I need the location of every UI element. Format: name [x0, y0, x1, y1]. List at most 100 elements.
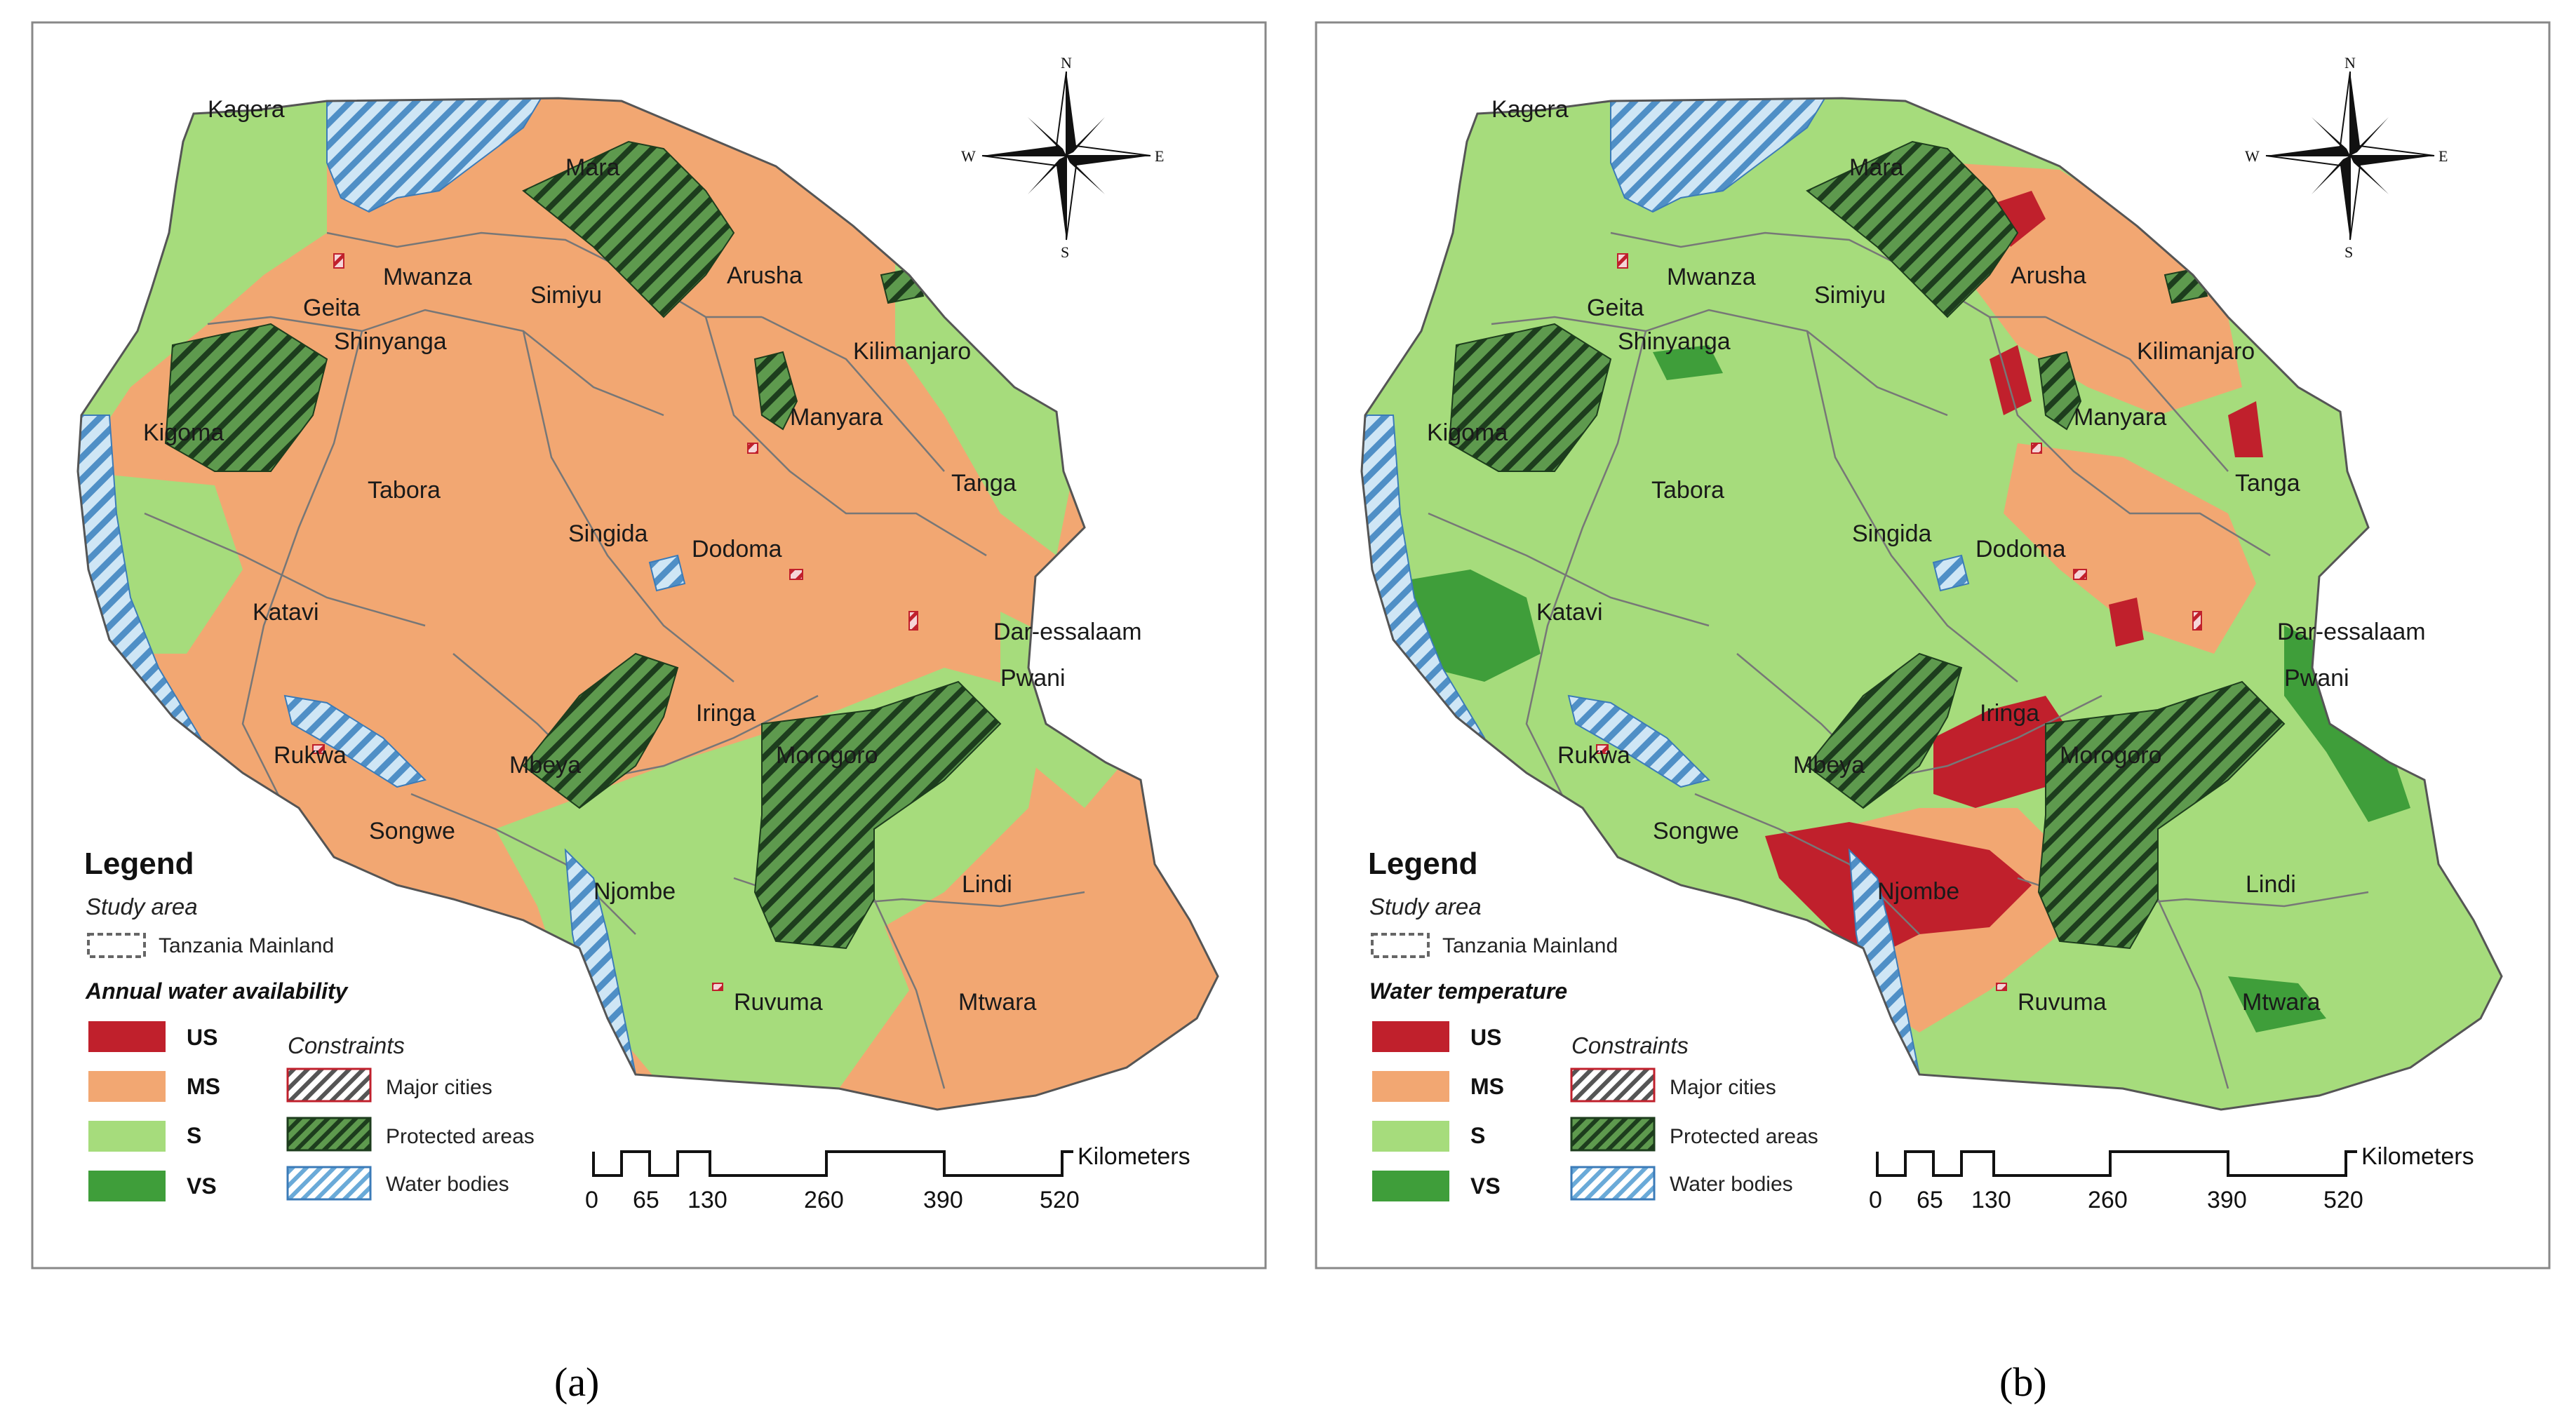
scale-tick: 260: [2088, 1187, 2128, 1213]
water-bodies-swatch: [286, 1166, 372, 1201]
scale-tick: 0: [585, 1187, 598, 1213]
place-label: Dodoma: [1975, 536, 2066, 563]
scale-bar: Kilometers 0 65 130 260 390 520: [585, 1143, 1190, 1213]
scale-tick: 130: [1971, 1187, 2011, 1213]
major-cities-label: Major cities: [386, 1076, 492, 1099]
major-cities-label: Major cities: [1670, 1076, 1776, 1099]
place-label: Dar-essalaam: [2277, 619, 2426, 645]
ms-label: MS: [1470, 1074, 1504, 1099]
compass-e-label: E: [2439, 147, 2448, 165]
region-boundaries: [1428, 231, 2369, 1089]
water-bodies-label: Water bodies: [386, 1173, 509, 1196]
constraints-title: Constraints: [288, 1032, 405, 1058]
compass-s-label: S: [1061, 243, 1069, 261]
s-label: S: [187, 1123, 201, 1148]
place-label: Ruvuma: [734, 989, 823, 1016]
place-label: Iringa: [1980, 700, 2039, 727]
place-label: Morogoro: [2060, 742, 2162, 769]
place-label: Mbeya: [1793, 752, 1865, 779]
study-area-item: Tanzania Mainland: [1442, 934, 1618, 957]
protected-serengeti: [1806, 140, 2019, 318]
lake-victoria: [1610, 98, 1830, 213]
s-label: S: [1470, 1123, 1485, 1148]
variable-title: Annual water availability: [85, 978, 349, 1004]
protected-moyowosi: [164, 323, 328, 472]
place-label: Dodoma: [692, 536, 782, 563]
place-label: Kilimanjaro: [853, 338, 971, 365]
place-label: Njombe: [1877, 878, 1959, 905]
map-body: [1360, 97, 2503, 1111]
suitable-zone-northeast: [895, 254, 1085, 555]
vs-label: VS: [187, 1173, 217, 1199]
place-label: Tanga: [2235, 470, 2300, 497]
place-label: Kagera: [208, 96, 285, 123]
place-label: Tabora: [368, 477, 441, 504]
scale-tick: 130: [687, 1187, 727, 1213]
constraints-title: Constraints: [1571, 1032, 1689, 1058]
place-label: Kilimanjaro: [2137, 338, 2255, 365]
place-label: Geita: [1587, 295, 1644, 321]
protected-areas-swatch: [286, 1117, 372, 1152]
place-label: Mwanza: [383, 264, 472, 290]
region-boundaries: [144, 231, 1085, 1089]
scale-tick: 520: [1040, 1187, 1080, 1213]
compass-n-label: N: [2344, 54, 2356, 72]
place-label: Katavi: [253, 599, 319, 626]
place-label: Shinyanga: [1618, 328, 1731, 355]
ms-swatch: [88, 1071, 166, 1102]
place-label: Iringa: [696, 700, 756, 727]
place-label: Mtwara: [2242, 989, 2321, 1016]
place-labels: Kagera Mara Mwanza Simiyu Geita Arusha S…: [143, 96, 1142, 1016]
scale-unit: Kilometers: [1078, 1143, 1190, 1170]
north-arrow-compass: N S E W: [2245, 54, 2448, 261]
protected-ruaha: [522, 652, 679, 809]
study-area-label: Study area: [1369, 894, 1482, 920]
lake-victoria: [326, 98, 546, 213]
place-label: Lindi: [2246, 871, 2296, 898]
protected-tarangire: [753, 351, 798, 431]
s-swatch: [88, 1121, 166, 1152]
vs-swatch: [1372, 1171, 1449, 1201]
panel-b-caption: (b): [1999, 1359, 2047, 1405]
study-area-item: Tanzania Mainland: [159, 934, 334, 957]
vs-label: VS: [1470, 1173, 1501, 1199]
major-cities-markers: [1596, 253, 2202, 991]
place-label: Dar-essalaam: [993, 619, 1142, 645]
place-label: Mbeya: [509, 752, 581, 779]
vs-swatch: [88, 1171, 166, 1201]
place-label: Songwe: [369, 818, 455, 844]
compass-w-label: W: [2245, 147, 2260, 165]
us-label: US: [187, 1025, 217, 1050]
scale-tick: 260: [804, 1187, 844, 1213]
place-label: Simiyu: [530, 282, 602, 309]
lake-singida: [648, 554, 686, 592]
scale-bar: Kilometers 0 65 130 260 390 520: [1869, 1143, 2474, 1213]
lake-rukwa: [1567, 694, 1710, 788]
place-label: Tabora: [1651, 477, 1724, 504]
place-label: Singida: [568, 520, 648, 547]
ms-label: MS: [187, 1074, 220, 1099]
place-label: Ruvuma: [2018, 989, 2107, 1016]
us-swatch: [88, 1021, 166, 1052]
vs-zone-shinyanga: [1653, 345, 1723, 380]
place-label: Simiyu: [1814, 282, 1886, 309]
protected-ruaha: [1806, 652, 1963, 809]
ms-swatch: [1372, 1071, 1449, 1102]
place-label: Lindi: [962, 871, 1012, 898]
compass-s-label: S: [2344, 243, 2353, 261]
place-label: Geita: [303, 295, 360, 321]
panel-a-caption: (a): [554, 1359, 599, 1405]
place-label: Kigoma: [1427, 419, 1508, 446]
place-labels: Kagera Mara Mwanza Simiyu Geita Arusha S…: [1427, 96, 2426, 1016]
study-area-swatch: [1371, 933, 1430, 958]
variable-title: Water temperature: [1369, 978, 1567, 1004]
us-zone-morogoro: [2109, 598, 2144, 647]
class-swatches: US MS S VS: [88, 1021, 220, 1201]
place-label: Manyara: [790, 404, 883, 431]
us-zone-manyara: [1990, 345, 2032, 415]
us-zone-iringa: [1933, 696, 2074, 808]
protected-selous: [2037, 680, 2286, 950]
panel-b: Kagera Mara Mwanza Simiyu Geita Arusha S…: [1315, 21, 2551, 1269]
water-bodies-label: Water bodies: [1670, 1173, 1793, 1196]
legend: Legend Study area Tanzania Mainland Wate…: [1368, 847, 1818, 1201]
